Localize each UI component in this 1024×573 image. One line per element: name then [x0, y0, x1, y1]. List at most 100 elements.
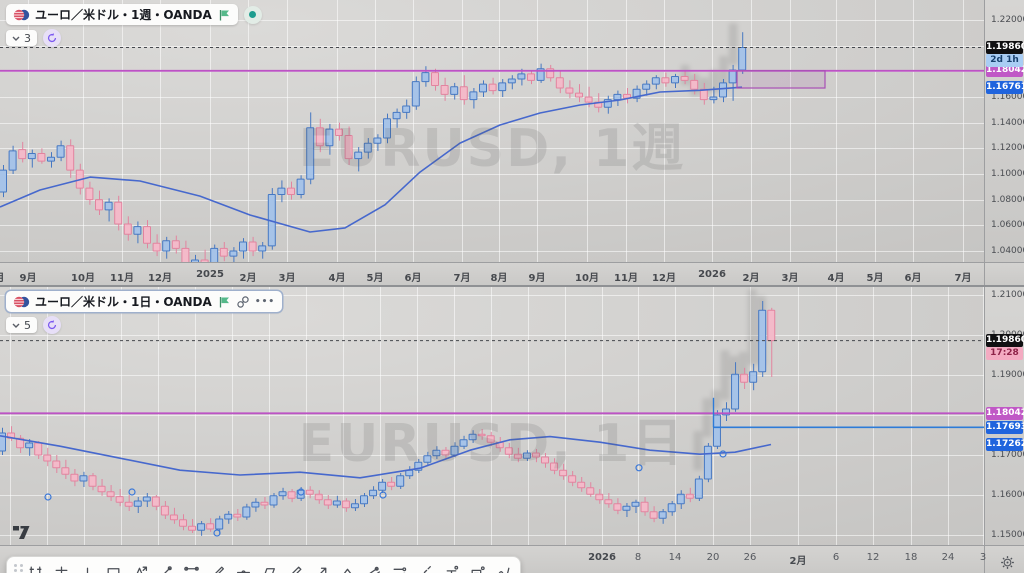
tool-horizontal-line-icon[interactable]	[232, 561, 254, 573]
time-tick-label: 2月	[239, 273, 257, 284]
price-tick-label: 1.04000	[991, 245, 1024, 256]
bar-close-countdown-label: 2d 1h	[986, 53, 1023, 67]
daily-symbol-title: ユーロ／米ドル・1日・OANDA	[35, 295, 212, 309]
weekly-symbol-pill[interactable]: ユーロ／米ドル・1週・OANDA	[6, 4, 238, 25]
weekly-chart-plot[interactable]: EURUSD, 1週 ユーロ／米ドル・1週・OANDA	[0, 0, 984, 262]
time-tick-label: 3月	[278, 273, 296, 284]
price-tick-label: 1.10000	[991, 168, 1024, 179]
time-tick-label: 11月	[614, 273, 638, 284]
toolbar-drag-handle[interactable]	[13, 561, 20, 573]
auto-refresh-icon[interactable]	[43, 316, 61, 334]
moving-average-line	[0, 435, 772, 479]
currency-pair-icon	[13, 296, 30, 307]
time-tick-label: 12月	[148, 273, 172, 284]
gear-icon	[1000, 555, 1014, 569]
tool-rectangle-icon[interactable]	[102, 561, 124, 573]
time-tick-label: 12	[866, 552, 880, 563]
loop-arrows-icon	[47, 320, 57, 330]
time-tick-label: 3月	[781, 273, 799, 284]
weekly-indicators-toggle[interactable]: 3	[6, 30, 37, 46]
tool-dashed-line-icon[interactable]	[414, 561, 436, 573]
weekly-time-axis[interactable]: 8月 9月 10月 11月 12月 2025 2月 3月 4月 5月 6月 7月 8月 9月 10月 11月 1…	[0, 262, 1024, 285]
tool-fib-retracement-icon[interactable]	[180, 561, 202, 573]
flag-icon[interactable]	[217, 295, 231, 309]
axis-separator	[984, 546, 985, 573]
link-icon[interactable]	[236, 295, 250, 309]
daily-chart-canvas[interactable]	[0, 287, 984, 545]
chevron-down-icon	[12, 323, 20, 328]
tool-horizontal-rays-icon[interactable]	[388, 561, 410, 573]
axis-separator	[984, 263, 985, 285]
time-tick-label: 6月	[904, 273, 922, 284]
price-tick-label: 1.14000	[991, 117, 1024, 128]
time-tick-label: 12月	[652, 273, 676, 284]
tool-projection-icon[interactable]	[466, 561, 488, 573]
time-tick-label: 11月	[110, 273, 134, 284]
loop-arrows-icon	[47, 33, 57, 43]
tool-pencil-icon[interactable]	[284, 561, 306, 573]
candlesticks	[0, 32, 747, 262]
time-tick-label: 6月	[404, 273, 422, 284]
time-tick-label: 9月	[19, 273, 37, 284]
daily-indicators-toggle[interactable]: 5	[6, 317, 37, 333]
rectangle-zone-drawing[interactable]	[736, 70, 826, 89]
price-tick-label: 1.17000	[991, 450, 1024, 460]
currency-pair-icon	[13, 9, 30, 20]
last-price-label: 1.19860	[986, 40, 1024, 54]
time-tick-label: 2026	[588, 552, 616, 563]
tool-text-icon[interactable]	[128, 561, 150, 573]
tool-parallelogram-icon[interactable]	[258, 561, 280, 573]
time-tick-label: 3	[979, 552, 987, 563]
tool-long-position-icon[interactable]	[440, 561, 462, 573]
tool-dot-icon[interactable]	[76, 561, 98, 573]
time-tick-label: 4月	[328, 273, 346, 284]
purple-price-label: 1.18042	[986, 64, 1024, 78]
tool-trend-line-icon[interactable]	[154, 561, 176, 573]
market-status-indicator	[243, 5, 262, 24]
grid-lines	[0, 287, 984, 545]
indicator-circle-markers	[44, 450, 727, 537]
flag-icon[interactable]	[217, 8, 231, 22]
tool-triangle-icon[interactable]	[336, 561, 358, 573]
price-tick-label: 1.08000	[991, 194, 1024, 205]
pane-divider[interactable]	[0, 285, 1024, 287]
auto-refresh-icon[interactable]	[43, 29, 61, 47]
time-tick-label: 6	[832, 552, 840, 563]
tool-curve-icon[interactable]	[492, 561, 514, 573]
daily-chart-plot[interactable]: EURUSD, 1日 ユーロ／米ドル・1日・OANDA	[0, 287, 984, 545]
tool-parallel-channel-icon[interactable]	[362, 561, 384, 573]
tool-arrow-icon[interactable]	[310, 561, 332, 573]
tool-magnet-icon[interactable]	[24, 561, 46, 573]
time-tick-label: 8月	[0, 269, 4, 284]
last-price-label: 1.19860	[986, 334, 1024, 348]
time-tick-label: 8月	[490, 273, 508, 284]
time-tick-label: 2026	[698, 269, 726, 280]
bar-close-countdown-label: 17:28	[986, 347, 1023, 361]
tool-cross-icon[interactable]	[50, 561, 72, 573]
weekly-price-axis[interactable]: 1.22000 1.16000 1.14000 1.12000 1.10000 1.080…	[984, 0, 1024, 262]
market-open-dot	[249, 11, 257, 18]
blue-price-label: 1.16761	[986, 80, 1024, 94]
time-tick-label: 10月	[71, 273, 95, 284]
price-tick-label: 1.22000	[991, 15, 1024, 26]
price-tick-label: 1.19000	[991, 370, 1024, 380]
price-tick-label: 1.15000	[991, 530, 1024, 540]
tool-brush-icon[interactable]	[206, 561, 228, 573]
time-axis-settings-button[interactable]	[996, 551, 1018, 573]
daily-price-axis[interactable]: 1.210001.200001.190001.170001.160001.150…	[984, 287, 1024, 545]
purple-price-label: 1.18042	[986, 406, 1024, 420]
more-menu-icon[interactable]: •••	[254, 296, 276, 307]
blue-price-label: 1.17693	[986, 420, 1024, 434]
weekly-chart-canvas[interactable]	[0, 0, 984, 262]
time-tick-label: 24	[941, 552, 955, 563]
price-tick-label: 1.21000	[991, 290, 1024, 300]
time-tick-label: 7月	[453, 273, 471, 284]
time-tick-label: 20	[706, 552, 720, 563]
time-tick-label: 9月	[528, 273, 546, 284]
daily-legend: ユーロ／米ドル・1日・OANDA •••	[6, 291, 283, 338]
tradingview-logo[interactable]	[12, 525, 34, 544]
daily-symbol-pill[interactable]: ユーロ／米ドル・1日・OANDA •••	[6, 291, 283, 312]
price-tick-label: 1.06000	[991, 220, 1024, 231]
weekly-legend: ユーロ／米ドル・1週・OANDA 3	[6, 4, 262, 51]
